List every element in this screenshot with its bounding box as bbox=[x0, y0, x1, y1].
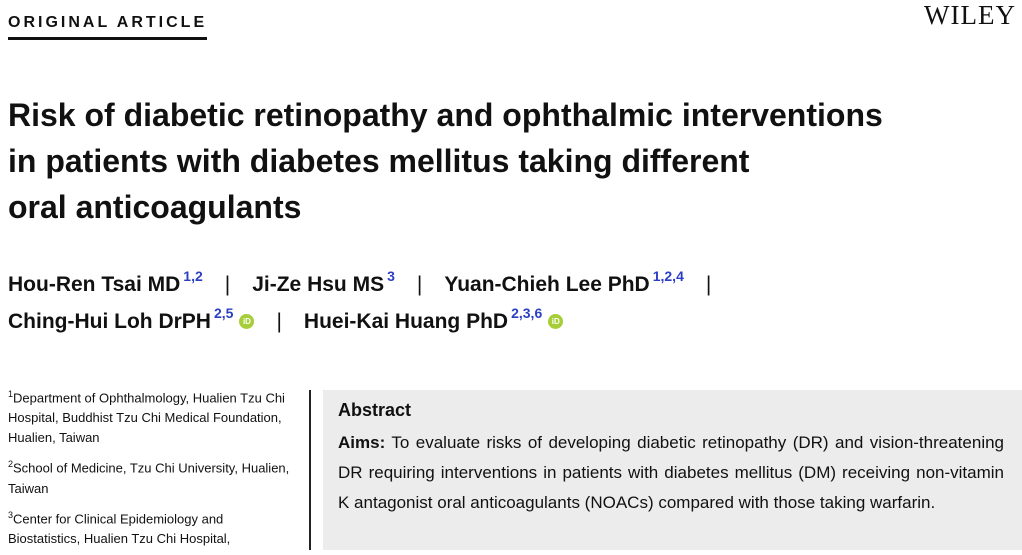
author-affiliation-refs[interactable]: 2,3,6 bbox=[511, 304, 543, 321]
affiliation-number: 1 bbox=[8, 389, 14, 399]
title-line: Risk of diabetic retinopathy and ophthal… bbox=[8, 97, 883, 133]
article-title: Risk of diabetic retinopathy and ophthal… bbox=[8, 92, 968, 230]
author-separator: | bbox=[224, 272, 231, 296]
article-type-label: ORIGINAL ARTICLE bbox=[8, 14, 208, 40]
title-line: in patients with diabetes mellitus takin… bbox=[8, 143, 750, 179]
author[interactable]: Hou-Ren Tsai MD 1,2 bbox=[8, 268, 203, 297]
abstract-panel: Abstract Aims: To evaluate risks of deve… bbox=[323, 390, 1022, 550]
affiliation-number: 3 bbox=[8, 509, 14, 520]
author[interactable]: Ching-Hui Loh DrPH 2,5 iD bbox=[8, 305, 255, 334]
author-affiliation-refs[interactable]: 3 bbox=[387, 267, 395, 284]
affiliation: 1Department of Ophthalmology, Hualien Tz… bbox=[8, 384, 293, 448]
orcid-icon[interactable]: iD bbox=[239, 314, 255, 329]
publisher-logo: WILEY bbox=[924, 0, 1016, 30]
author-name[interactable]: Yuan-Chieh Lee PhD bbox=[444, 272, 650, 296]
author-separator: | bbox=[705, 272, 712, 296]
author-name[interactable]: Ching-Hui Loh DrPH bbox=[8, 309, 211, 333]
affiliation-text: School of Medicine, Tzu Chi University, … bbox=[8, 460, 290, 496]
author[interactable]: Huei-Kai Huang PhD 2,3,6 iD bbox=[303, 305, 564, 334]
aims-label: Aims: bbox=[338, 433, 386, 452]
affiliation-text: Department of Ophthalmology, Hualien Tzu… bbox=[8, 390, 285, 446]
affiliation: 3Center for Clinical Epidemiology and Bi… bbox=[8, 505, 293, 549]
author-separator: | bbox=[416, 272, 423, 296]
orcid-icon[interactable]: iD bbox=[548, 314, 564, 329]
author-affiliation-refs[interactable]: 1,2,4 bbox=[652, 267, 684, 284]
author-affiliation-refs[interactable]: 2,5 bbox=[213, 304, 234, 321]
author[interactable]: Ji-Ze Hsu MS 3 bbox=[252, 268, 395, 297]
abstract-aims: Aims: To evaluate risks of developing di… bbox=[338, 428, 1004, 518]
author-separator: | bbox=[276, 309, 282, 333]
aims-text: To evaluate risks of developing diabetic… bbox=[338, 433, 1004, 512]
title-line: oral anticoagulants bbox=[8, 189, 302, 225]
affiliation: 2School of Medicine, Tzu Chi University,… bbox=[8, 454, 293, 498]
author[interactable]: Yuan-Chieh Lee PhD 1,2,4 bbox=[444, 268, 684, 297]
affiliation-text: Center for Clinical Epidemiology and Bio… bbox=[8, 510, 231, 546]
column-divider bbox=[309, 390, 311, 550]
author-affiliation-refs[interactable]: 1,2 bbox=[183, 267, 203, 284]
author-list: Hou-Ren Tsai MD 1,2 | Ji-Ze Hsu MS 3 | Y… bbox=[8, 266, 1008, 340]
author-line: Ching-Hui Loh DrPH 2,5 iD | Huei-Kai Hua… bbox=[8, 303, 1008, 340]
author-name[interactable]: Hou-Ren Tsai MD bbox=[8, 272, 181, 296]
author-line: Hou-Ren Tsai MD 1,2 | Ji-Ze Hsu MS 3 | Y… bbox=[8, 266, 1008, 303]
abstract-heading: Abstract bbox=[338, 400, 412, 420]
affiliation-list: 1Department of Ophthalmology, Hualien Tz… bbox=[8, 384, 293, 555]
affiliation-number: 2 bbox=[8, 459, 14, 470]
author-name[interactable]: Huei-Kai Huang PhD bbox=[303, 309, 509, 333]
author-name[interactable]: Ji-Ze Hsu MS bbox=[252, 272, 385, 296]
